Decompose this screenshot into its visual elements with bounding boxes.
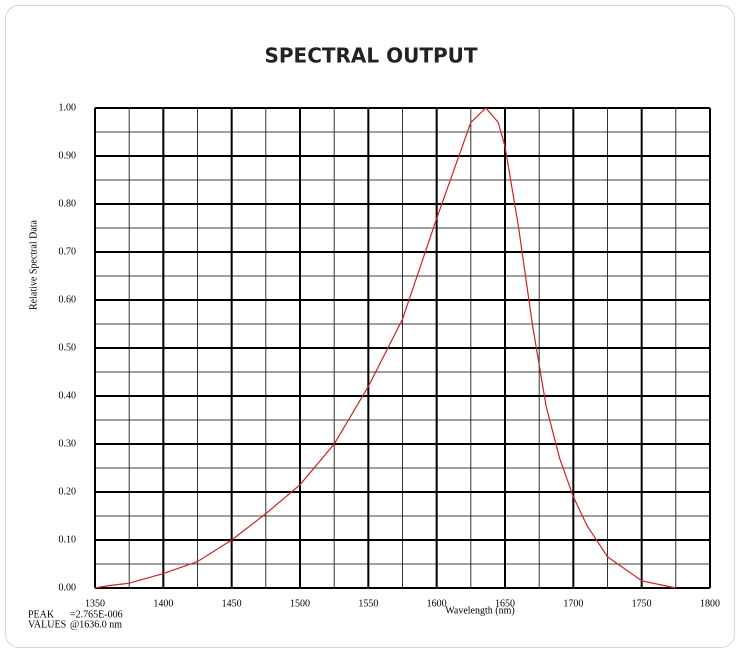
y-axis-label: Relative Spectral Data [28, 219, 39, 310]
peak-value: @1636.0 nm [70, 619, 122, 630]
peak-value: =2.765E-006 [70, 609, 123, 620]
y-tick-label: 0.00 [59, 582, 77, 593]
y-tick-label: 0.60 [59, 294, 77, 305]
peak-label: PEAK [28, 609, 55, 620]
x-tick-label: 1450 [222, 598, 242, 609]
y-tick-label: 0.30 [59, 438, 77, 449]
y-tick-label: 0.80 [59, 198, 77, 209]
x-tick-label: 1600 [427, 598, 447, 609]
y-tick-label: 0.50 [59, 342, 77, 353]
y-tick-label: 0.40 [59, 390, 77, 401]
x-tick-label: 1750 [632, 598, 652, 609]
y-tick-label: 0.20 [59, 486, 77, 497]
chart-title: SPECTRAL OUTPUT [264, 44, 477, 68]
y-tick-label: 1.00 [59, 102, 77, 113]
peak-label: VALUES [28, 619, 66, 630]
x-axis-label: Wavelength (nm) [445, 605, 514, 616]
x-tick-label: 1650 [495, 598, 515, 609]
spectral-line [94, 107, 676, 589]
x-tick-label: 1800 [700, 598, 720, 609]
card [5, 5, 735, 648]
y-tick-label: 0.10 [59, 534, 77, 545]
y-tick-label: 0.90 [59, 150, 77, 161]
x-tick-label: 1550 [358, 598, 378, 609]
x-tick-label: 1500 [290, 598, 310, 609]
y-tick-label: 0.70 [59, 246, 77, 257]
x-tick-label: 1350 [85, 598, 105, 609]
x-tick-label: 1700 [563, 598, 583, 609]
x-tick-label: 1400 [153, 598, 173, 609]
